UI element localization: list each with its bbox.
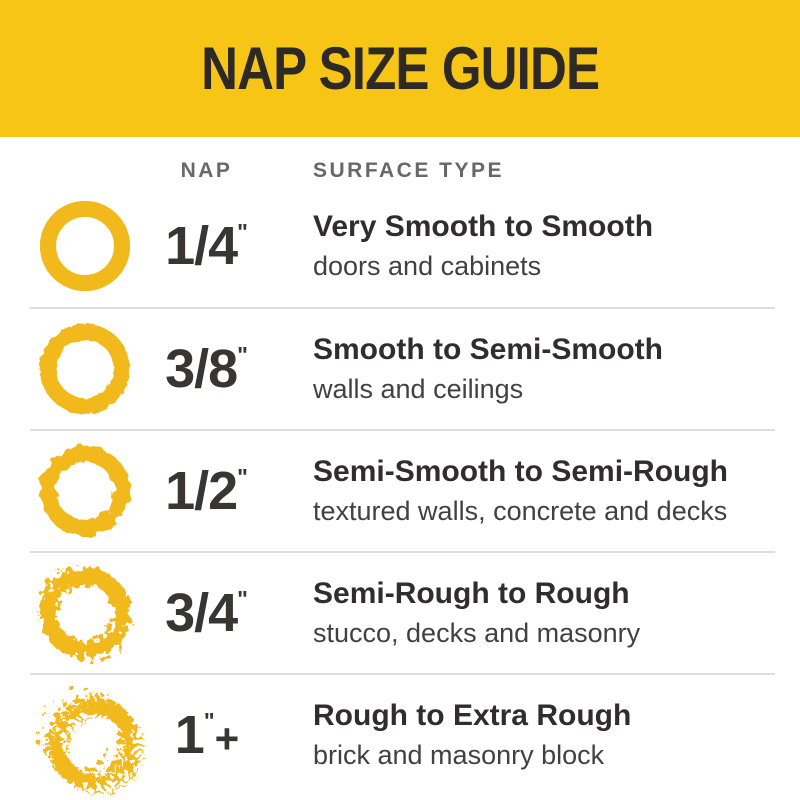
extra-rough-ring-icon [30,678,140,792]
surface-cell: Semi-Smooth to Semi-Rough textured walls… [273,455,775,527]
page-title: NAP SIZE GUIDE [201,34,600,103]
column-header-nap: NAP [180,159,233,182]
nap-size: 1"+ [174,705,240,765]
surface-examples: walls and ceilings [313,373,524,404]
rough-ring-icon [30,556,140,670]
surface-range: Smooth to Semi-Smooth [313,333,663,367]
nap-size: 1/2" [165,461,248,521]
semi-smooth-ring-icon [30,312,140,426]
surface-cell: Rough to Extra Rough brick and masonry b… [273,699,775,771]
inch-mark: " [237,342,248,369]
surface-cell: Semi-Rough to Rough stucco, decks and ma… [273,577,775,649]
semi-rough-ring-icon [30,434,140,548]
surface-range: Very Smooth to Smooth [313,210,654,244]
surface-cell: Very Smooth to Smooth doors and cabinets [273,210,775,282]
table-row: 3/8" Smooth to Semi-Smooth walls and cei… [30,307,775,429]
surface-cell: Smooth to Semi-Smooth walls and ceilings [273,333,775,405]
inch-mark: " [203,708,215,735]
inch-mark: " [237,219,248,246]
table-row: 3/4" Semi-Rough to Rough stucco, decks a… [30,551,775,673]
inch-mark: " [237,586,248,613]
surface-examples: textured walls, concrete and decks [313,495,728,526]
inch-mark: " [237,464,248,491]
table-row: 1/2" Semi-Smooth to Semi-Rough textured … [30,429,775,551]
nap-size: 1/4" [165,216,248,276]
column-header-surface-type: SURFACE TYPE [313,159,505,182]
surface-range: Semi-Rough to Rough [313,577,630,611]
smooth-ring-icon [30,189,140,303]
nap-size: 3/4" [165,583,248,643]
surface-examples: brick and masonry block [313,739,605,770]
surface-examples: doors and cabinets [313,250,542,281]
plus-sign: + [214,715,240,762]
surface-examples: stucco, decks and masonry [313,617,641,648]
surface-range: Semi-Smooth to Semi-Rough [313,455,728,489]
column-headers: NAP SURFACE TYPE [0,157,800,185]
header-band: NAP SIZE GUIDE [0,0,800,137]
table-row: 1/4" Very Smooth to Smooth doors and cab… [30,185,775,307]
nap-size: 3/8" [165,339,248,399]
nap-rows: 1/4" Very Smooth to Smooth doors and cab… [0,185,800,795]
surface-range: Rough to Extra Rough [313,699,632,733]
table-row: 1"+ Rough to Extra Rough brick and mason… [30,673,775,795]
